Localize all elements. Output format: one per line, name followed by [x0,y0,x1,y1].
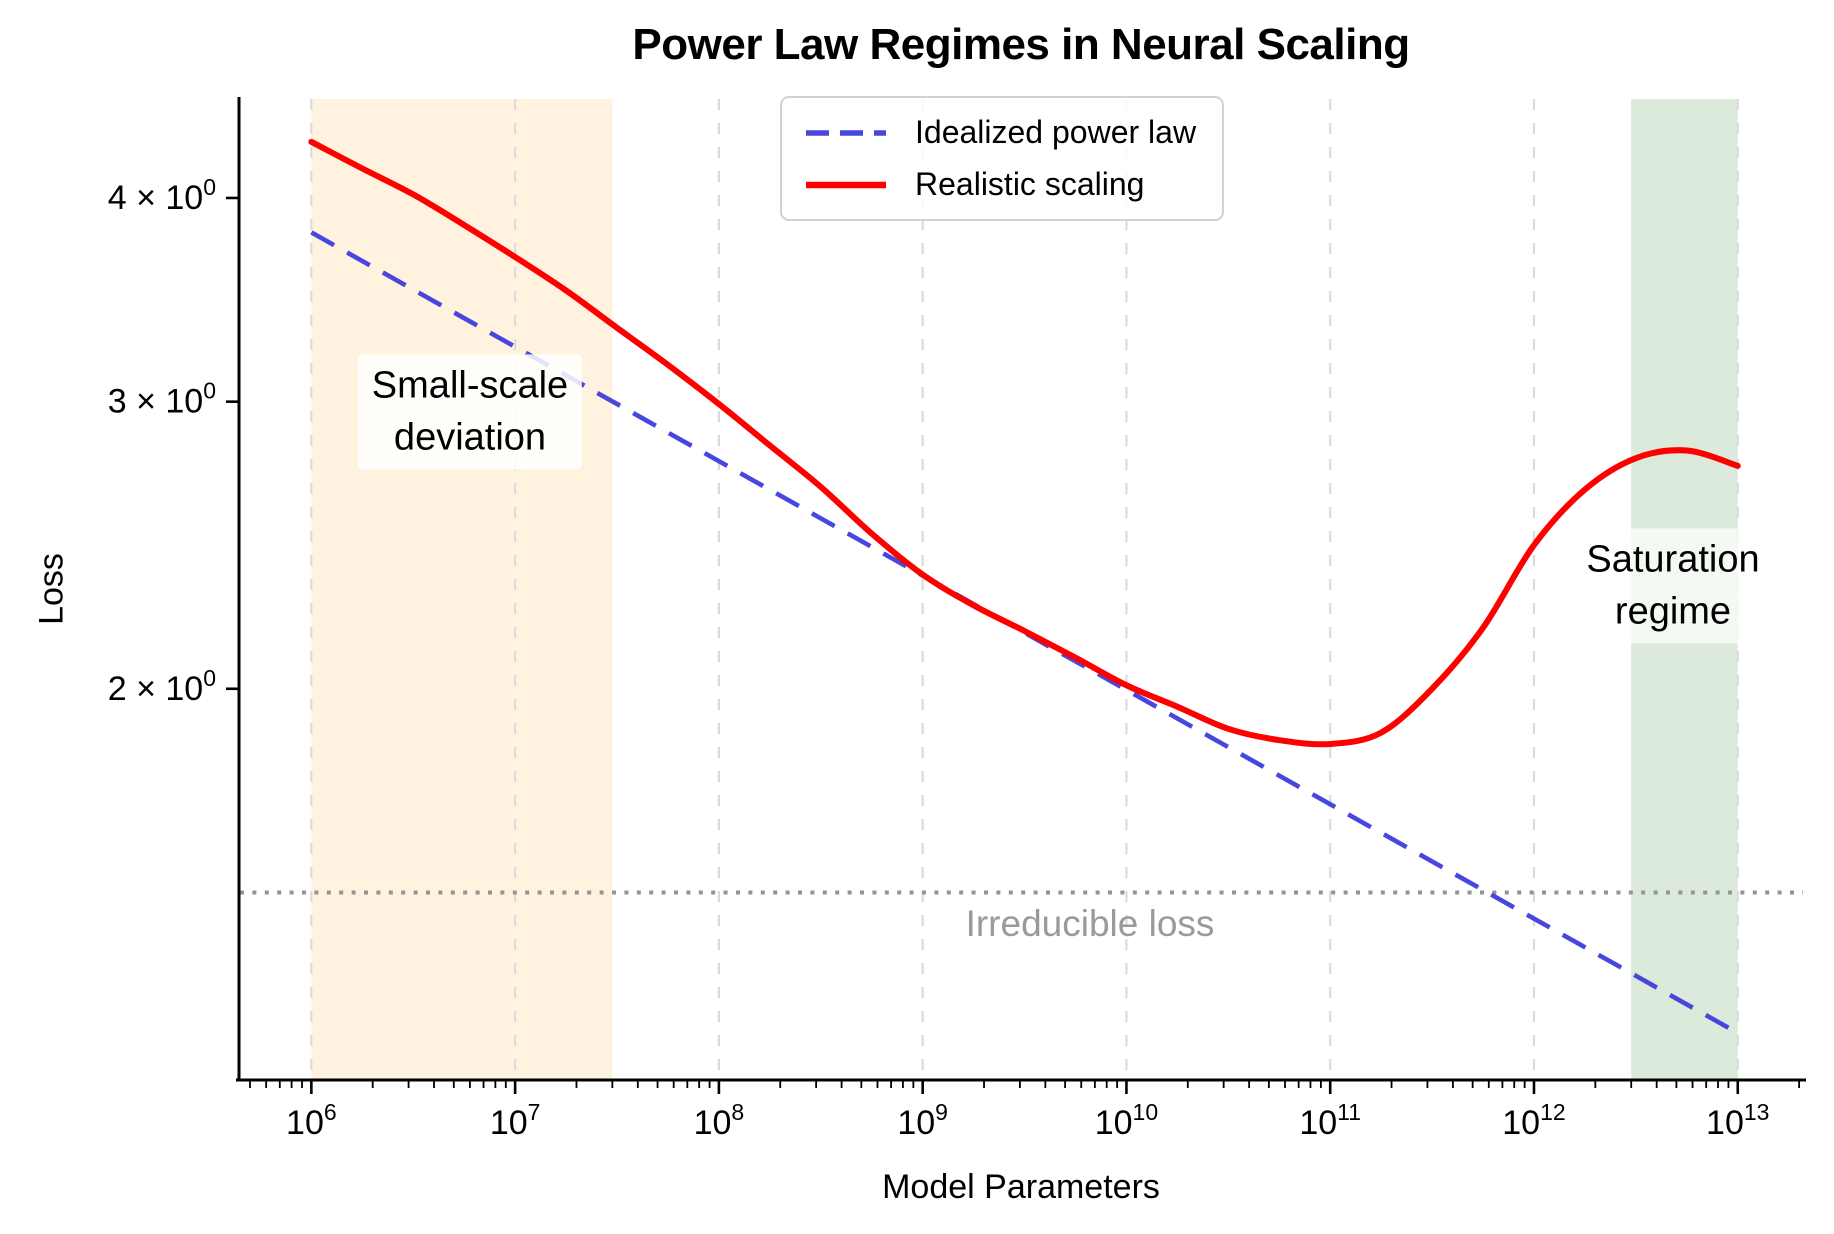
y-tick-label: 3 × 100 [108,378,216,421]
annotation-saturation-regime: Saturation regime [1572,528,1774,644]
solid-line-sample-icon [806,181,886,188]
series-idealized-power-law [310,230,1739,1036]
annotation-irreducible-loss: Irreducible loss [965,902,1215,944]
x-tick-label: 109 [897,1099,948,1142]
x-tick-label: 106 [286,1099,337,1142]
legend-item-idealized: Idealized power law [804,114,1196,151]
x-tick-label: 108 [694,1099,745,1142]
x-tick-label: 107 [490,1099,541,1142]
x-tick-label: 1011 [1299,1099,1361,1142]
series-realistic-scaling [308,138,1741,748]
band-small-scale-deviation [311,99,613,1080]
legend-label: Idealized power law [915,114,1197,150]
x-tick-label: 1010 [1095,1099,1158,1142]
legend: Idealized power law Realistic scaling [780,96,1225,221]
y-tick-label: 2 × 100 [108,665,216,708]
dashed-line-sample-icon [806,129,886,136]
legend-label: Realistic scaling [915,166,1145,202]
y-axis-label: Loss [32,553,71,625]
chart-title: Power Law Regimes in Neural Scaling [632,20,1410,69]
annotation-small-scale-deviation: Small-scale deviation [357,354,583,470]
x-tick-label: 1012 [1502,1099,1565,1142]
legend-item-realistic: Realistic scaling [804,166,1196,203]
y-tick-label: 4 × 100 [108,174,216,217]
x-tick-label: 1013 [1706,1099,1769,1142]
x-axis-label: Model Parameters [882,1168,1160,1206]
